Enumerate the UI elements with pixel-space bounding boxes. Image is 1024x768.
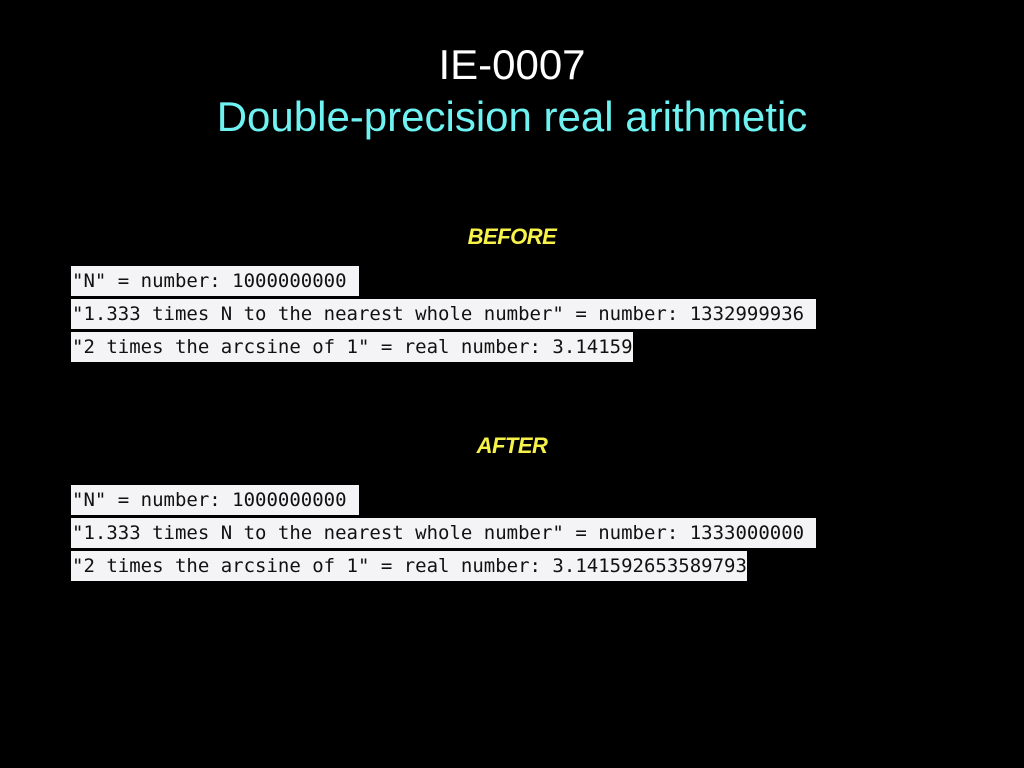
slide-title: Double-precision real arithmetic bbox=[216, 93, 808, 140]
after-label: AFTER bbox=[476, 433, 548, 458]
after-code-line-3: "2 times the arcsine of 1" = real number… bbox=[71, 551, 747, 581]
before-code-line-3: "2 times the arcsine of 1" = real number… bbox=[71, 332, 633, 362]
before-code-line-1: "N" = number: 1000000000 bbox=[71, 266, 359, 296]
before-code-line-2: "1.333 times N to the nearest whole numb… bbox=[71, 299, 817, 329]
after-code-block: "N" = number: 1000000000 "1.333 times N … bbox=[71, 485, 817, 584]
after-code-line-1: "N" = number: 1000000000 bbox=[71, 485, 359, 515]
before-label: BEFORE bbox=[467, 224, 557, 249]
slide-id: IE-0007 bbox=[438, 41, 586, 88]
after-code-line-2: "1.333 times N to the nearest whole numb… bbox=[71, 518, 817, 548]
slide-title-block: IE-0007 Double-precision real arithmetic bbox=[0, 40, 1024, 144]
before-code-block: "N" = number: 1000000000 "1.333 times N … bbox=[71, 266, 817, 365]
